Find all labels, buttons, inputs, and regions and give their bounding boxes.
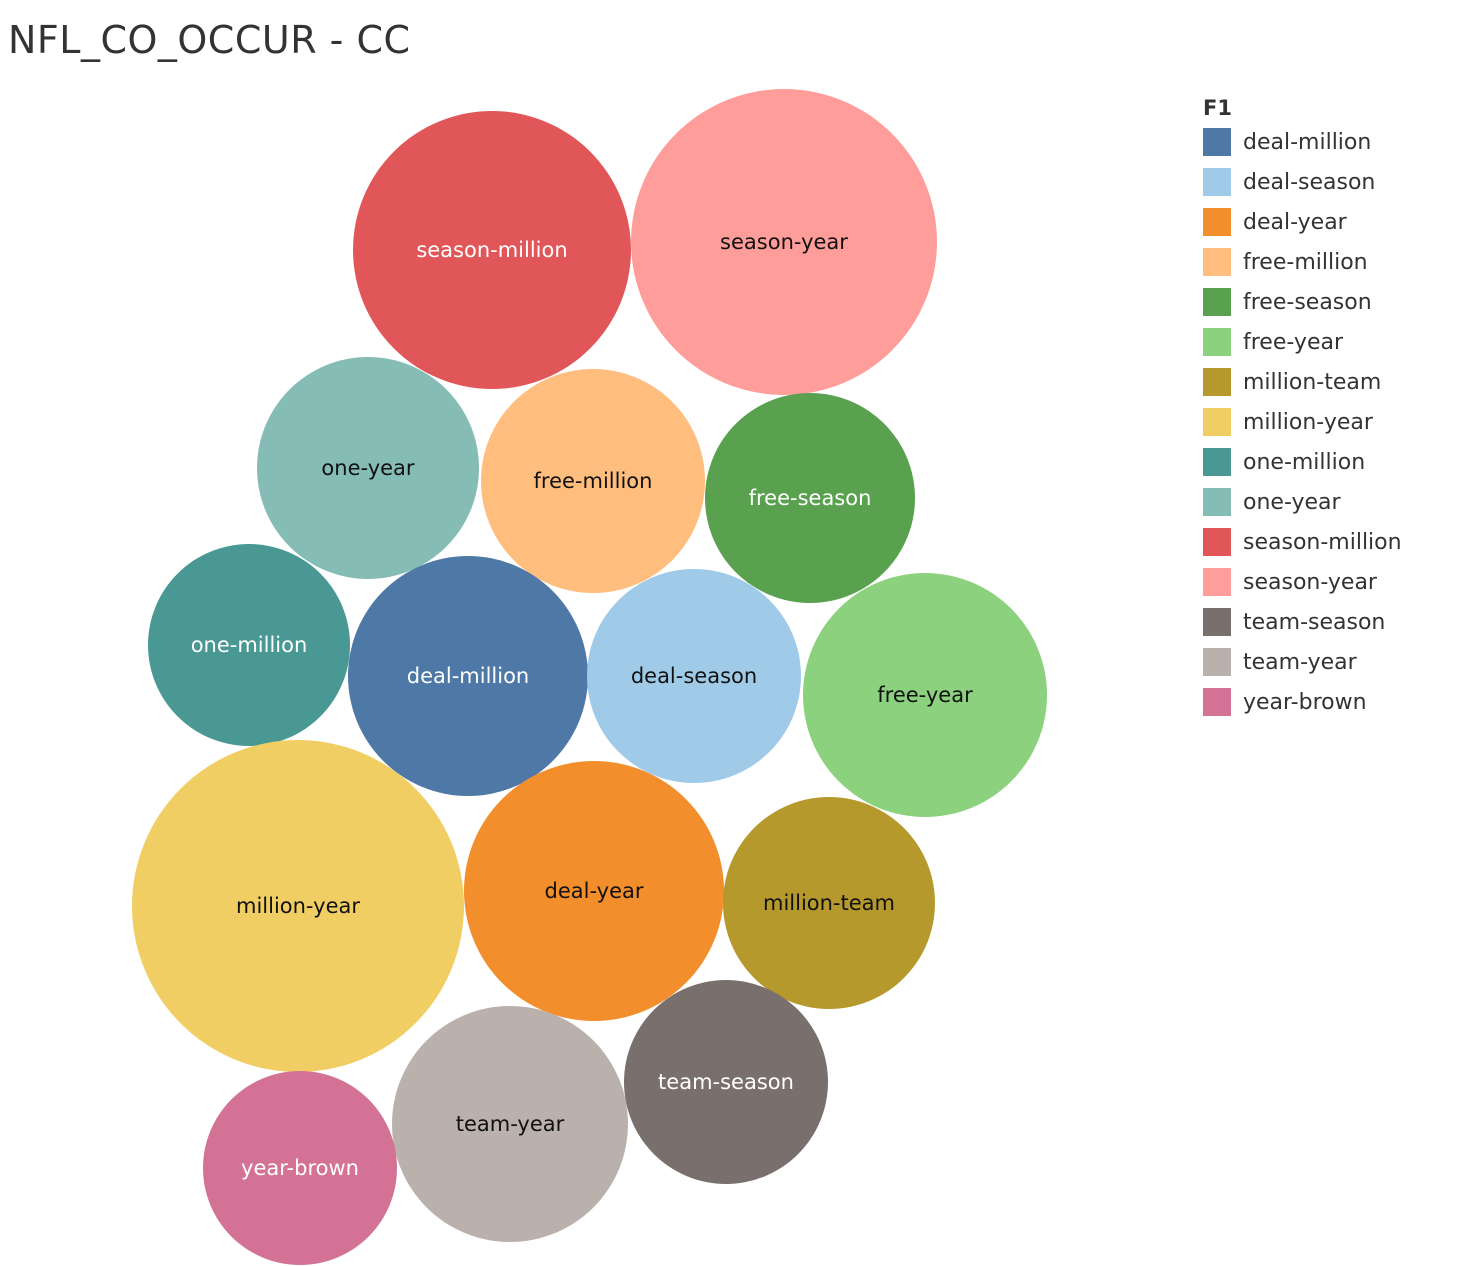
legend-item-free-million[interactable]: free-million: [1203, 242, 1402, 282]
legend-item-free-year[interactable]: free-year: [1203, 322, 1402, 362]
legend-item-season-million[interactable]: season-million: [1203, 522, 1402, 562]
bubble-label: free-season: [749, 486, 872, 510]
legend-items: deal-million deal-season deal-year free-mil…: [1203, 122, 1402, 722]
bubble-team-season[interactable]: team-season: [624, 980, 828, 1184]
legend-item-one-million[interactable]: one-million: [1203, 442, 1402, 482]
legend-item-season-year[interactable]: season-year: [1203, 562, 1402, 602]
legend-swatch: [1203, 608, 1231, 636]
legend-label: deal-year: [1243, 209, 1347, 235]
bubble-circle[interactable]: [464, 761, 724, 1021]
bubble-deal-million[interactable]: deal-million: [348, 556, 588, 796]
legend-item-deal-year[interactable]: deal-year: [1203, 202, 1402, 242]
bubble-label: season-year: [720, 230, 848, 254]
bubble-free-season[interactable]: free-season: [705, 393, 915, 603]
legend-item-year-brown[interactable]: year-brown: [1203, 682, 1402, 722]
legend-label: free-season: [1243, 289, 1372, 315]
legend-swatch: [1203, 648, 1231, 676]
legend-label: free-million: [1243, 249, 1368, 275]
bubble-circle[interactable]: [353, 111, 631, 389]
legend-label: million-year: [1243, 409, 1373, 435]
bubble-label: million-year: [236, 894, 360, 918]
legend-item-team-year[interactable]: team-year: [1203, 642, 1402, 682]
bubble-circle[interactable]: [257, 357, 479, 579]
legend-label: one-million: [1243, 449, 1366, 475]
legend-swatch: [1203, 688, 1231, 716]
legend-swatch: [1203, 168, 1231, 196]
bubble-circle[interactable]: [481, 369, 705, 593]
legend-label: year-brown: [1243, 689, 1367, 715]
bubble-label: team-year: [456, 1112, 565, 1136]
bubble-season-million[interactable]: season-million: [353, 111, 631, 389]
bubble-label: free-year: [877, 683, 973, 707]
legend-label: deal-season: [1243, 169, 1376, 195]
legend-swatch: [1203, 288, 1231, 316]
legend-label: deal-million: [1243, 129, 1372, 155]
legend-label: team-season: [1243, 609, 1386, 635]
bubble-label: year-brown: [241, 1156, 359, 1180]
legend-item-deal-million[interactable]: deal-million: [1203, 122, 1402, 162]
bubble-season-year[interactable]: season-year: [631, 89, 937, 395]
bubble-one-million[interactable]: one-million: [148, 544, 350, 746]
bubble-circle[interactable]: [348, 556, 588, 796]
bubble-circle[interactable]: [587, 569, 801, 783]
bubble-label: deal-year: [544, 879, 643, 903]
bubble-chart: season-million season-year one-year free-mi…: [132, 89, 1047, 1265]
legend-swatch: [1203, 448, 1231, 476]
legend-swatch: [1203, 368, 1231, 396]
bubble-circle[interactable]: [392, 1006, 628, 1242]
bubble-free-year[interactable]: free-year: [803, 573, 1047, 817]
legend-swatch: [1203, 488, 1231, 516]
bubble-label: team-season: [658, 1070, 794, 1094]
legend-label: free-year: [1243, 329, 1344, 355]
bubble-million-team[interactable]: million-team: [723, 797, 935, 1009]
bubble-label: one-million: [191, 633, 308, 657]
legend-item-deal-season[interactable]: deal-season: [1203, 162, 1402, 202]
chart-title: NFL_CO_OCCUR - CC: [8, 18, 411, 62]
bubble-circle[interactable]: [203, 1071, 397, 1265]
bubble-circle[interactable]: [723, 797, 935, 1009]
legend-item-one-year[interactable]: one-year: [1203, 482, 1402, 522]
bubble-label: deal-season: [631, 664, 757, 688]
bubble-free-million[interactable]: free-million: [481, 369, 705, 593]
legend-label: season-year: [1243, 569, 1377, 595]
legend-swatch: [1203, 248, 1231, 276]
bubble-circle[interactable]: [631, 89, 937, 395]
bubble-circle[interactable]: [148, 544, 350, 746]
bubble-label: one-year: [321, 456, 415, 480]
bubble-circle[interactable]: [705, 393, 915, 603]
bubble-circle[interactable]: [624, 980, 828, 1184]
bubble-team-year[interactable]: team-year: [392, 1006, 628, 1242]
legend-item-million-team[interactable]: million-team: [1203, 362, 1402, 402]
bubble-label: deal-million: [407, 664, 529, 688]
bubble-label: free-million: [534, 469, 653, 493]
legend-swatch: [1203, 408, 1231, 436]
bubble-year-brown[interactable]: year-brown: [203, 1071, 397, 1265]
bubble-one-year[interactable]: one-year: [257, 357, 479, 579]
bubble-deal-season[interactable]: deal-season: [587, 569, 801, 783]
legend-swatch: [1203, 128, 1231, 156]
legend-item-team-season[interactable]: team-season: [1203, 602, 1402, 642]
legend-swatch: [1203, 208, 1231, 236]
legend-title: F1: [1203, 96, 1232, 120]
legend-swatch: [1203, 328, 1231, 356]
bubble-circle[interactable]: [803, 573, 1047, 817]
legend-swatch: [1203, 568, 1231, 596]
legend-label: season-million: [1243, 529, 1402, 555]
legend-item-free-season[interactable]: free-season: [1203, 282, 1402, 322]
bubble-million-year[interactable]: million-year: [132, 740, 464, 1072]
legend-item-million-year[interactable]: million-year: [1203, 402, 1402, 442]
bubble-label: million-team: [763, 891, 895, 915]
legend-label: team-year: [1243, 649, 1357, 675]
bubble-label: season-million: [416, 238, 567, 262]
legend-label: million-team: [1243, 369, 1382, 395]
legend: F1 deal-million deal-season deal-year free-…: [1203, 94, 1402, 722]
legend-swatch: [1203, 528, 1231, 556]
bubble-deal-year[interactable]: deal-year: [464, 761, 724, 1021]
bubble-circle[interactable]: [132, 740, 464, 1072]
legend-label: one-year: [1243, 489, 1341, 515]
